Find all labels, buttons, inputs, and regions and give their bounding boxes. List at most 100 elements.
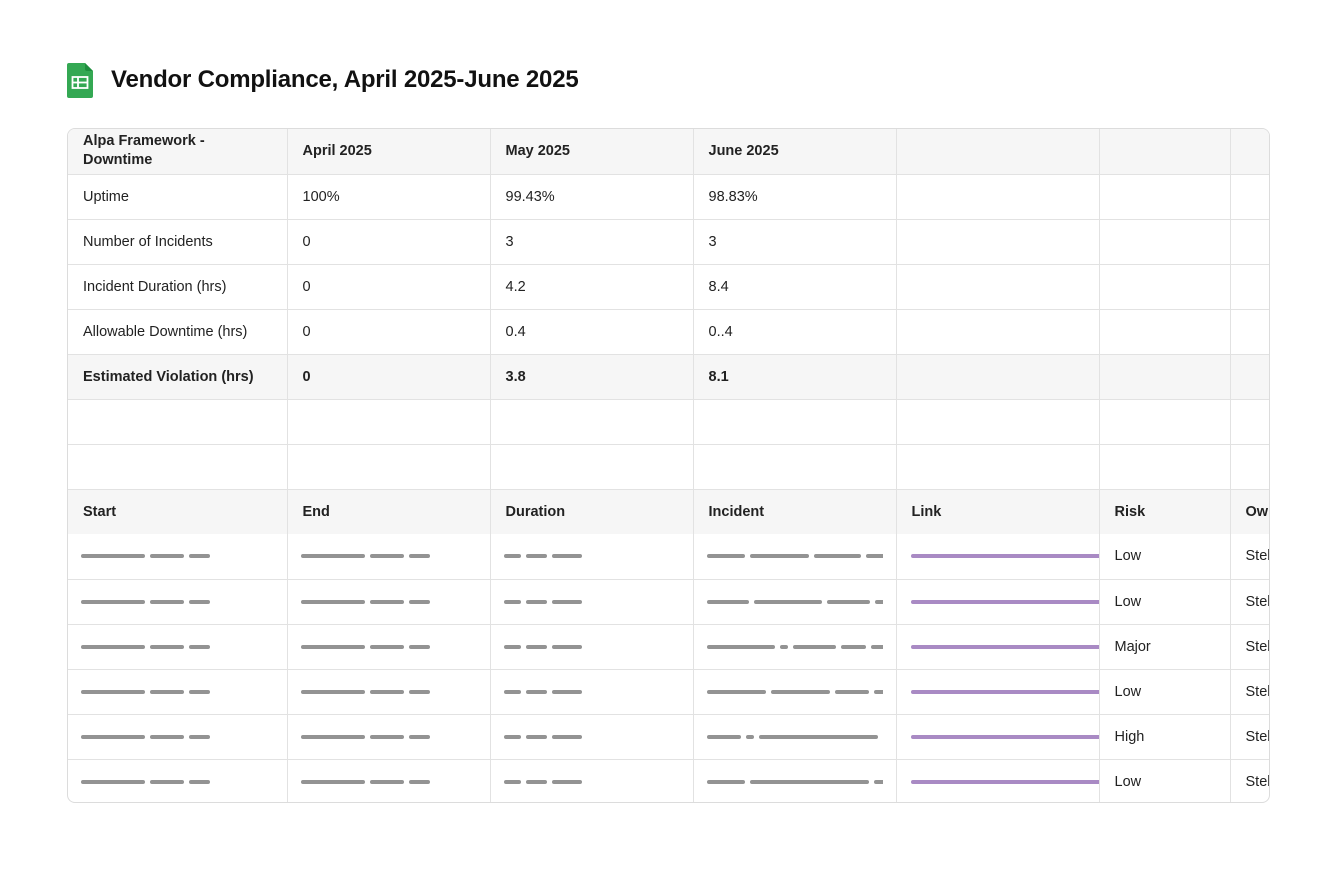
risk-cell[interactable]: High: [1099, 714, 1231, 760]
start-cell[interactable]: [68, 534, 288, 580]
end-cell[interactable]: [287, 624, 491, 670]
empty-cell[interactable]: [1099, 444, 1231, 490]
duration-cell[interactable]: [490, 624, 694, 670]
row-label[interactable]: Incident Duration (hrs): [68, 264, 288, 310]
empty-cell[interactable]: [896, 399, 1100, 445]
duration-cell[interactable]: [490, 759, 694, 802]
incident-cell[interactable]: [693, 669, 897, 715]
start-cell[interactable]: [68, 624, 288, 670]
empty-cell[interactable]: [490, 444, 694, 490]
empty-cell[interactable]: [1230, 129, 1269, 175]
empty-cell[interactable]: [896, 129, 1100, 175]
row-label[interactable]: Uptime: [68, 174, 288, 220]
empty-cell[interactable]: [287, 399, 491, 445]
link-cell[interactable]: [896, 579, 1100, 625]
redacted-link[interactable]: [910, 599, 1098, 604]
empty-cell[interactable]: [896, 174, 1100, 220]
empty-cell[interactable]: [1230, 309, 1269, 355]
start-cell[interactable]: [68, 714, 288, 760]
redacted-link[interactable]: [910, 779, 1098, 784]
duration-cell[interactable]: [490, 534, 694, 580]
header-cell[interactable]: Start: [68, 489, 288, 534]
row-label[interactable]: Estimated Violation (hrs): [68, 354, 288, 400]
duration-cell[interactable]: [490, 714, 694, 760]
end-cell[interactable]: [287, 534, 491, 580]
header-cell[interactable]: May 2025: [490, 129, 694, 175]
empty-cell[interactable]: [896, 219, 1100, 265]
empty-cell[interactable]: [1099, 309, 1231, 355]
cell[interactable]: 98.83%: [693, 174, 897, 220]
link-cell[interactable]: [896, 534, 1100, 580]
empty-cell[interactable]: [68, 399, 288, 445]
empty-cell[interactable]: [896, 264, 1100, 310]
cell[interactable]: 0..4: [693, 309, 897, 355]
empty-cell[interactable]: [896, 444, 1100, 490]
empty-cell[interactable]: [1099, 174, 1231, 220]
link-cell[interactable]: [896, 759, 1100, 802]
redacted-link[interactable]: [910, 644, 1098, 649]
cell[interactable]: 4.2: [490, 264, 694, 310]
empty-cell[interactable]: [693, 444, 897, 490]
link-cell[interactable]: [896, 714, 1100, 760]
empty-cell[interactable]: [1230, 354, 1269, 400]
empty-cell[interactable]: [490, 399, 694, 445]
incident-cell[interactable]: [693, 534, 897, 580]
cell[interactable]: 0: [287, 219, 491, 265]
empty-cell[interactable]: [1230, 444, 1269, 490]
header-cell[interactable]: End: [287, 489, 491, 534]
cell[interactable]: 3: [693, 219, 897, 265]
incident-cell[interactable]: [693, 579, 897, 625]
incident-cell[interactable]: [693, 759, 897, 802]
header-cell[interactable]: April 2025: [287, 129, 491, 175]
redacted-link[interactable]: [910, 554, 1098, 559]
header-cell[interactable]: Duration: [490, 489, 694, 534]
redacted-link[interactable]: [910, 689, 1098, 694]
duration-cell[interactable]: [490, 669, 694, 715]
start-cell[interactable]: [68, 669, 288, 715]
empty-cell[interactable]: [287, 444, 491, 490]
row-label[interactable]: Allowable Downtime (hrs): [68, 309, 288, 355]
risk-cell[interactable]: Low: [1099, 534, 1231, 580]
cell[interactable]: 99.43%: [490, 174, 694, 220]
end-cell[interactable]: [287, 669, 491, 715]
header-cell[interactable]: Risk: [1099, 489, 1231, 534]
end-cell[interactable]: [287, 714, 491, 760]
cell[interactable]: 0: [287, 354, 491, 400]
empty-cell[interactable]: [1230, 219, 1269, 265]
duration-cell[interactable]: [490, 579, 694, 625]
cell[interactable]: 0: [287, 309, 491, 355]
incident-cell[interactable]: [693, 714, 897, 760]
owner-cell[interactable]: Stel: [1230, 759, 1269, 802]
start-cell[interactable]: [68, 579, 288, 625]
header-cell[interactable]: Alpa Framework - Downtime: [68, 129, 288, 175]
owner-cell[interactable]: Stel: [1230, 669, 1269, 715]
empty-cell[interactable]: [896, 354, 1100, 400]
risk-cell[interactable]: Low: [1099, 759, 1231, 802]
cell[interactable]: 0: [287, 264, 491, 310]
empty-cell[interactable]: [1099, 264, 1231, 310]
owner-cell[interactable]: Stel: [1230, 624, 1269, 670]
owner-cell[interactable]: Stel: [1230, 714, 1269, 760]
risk-cell[interactable]: Low: [1099, 579, 1231, 625]
header-cell[interactable]: Ow: [1230, 489, 1269, 534]
empty-cell[interactable]: [896, 309, 1100, 355]
empty-cell[interactable]: [1099, 399, 1231, 445]
start-cell[interactable]: [68, 759, 288, 802]
end-cell[interactable]: [287, 579, 491, 625]
header-cell[interactable]: Link: [896, 489, 1100, 534]
cell[interactable]: 3: [490, 219, 694, 265]
empty-cell[interactable]: [1099, 219, 1231, 265]
empty-cell[interactable]: [693, 399, 897, 445]
link-cell[interactable]: [896, 624, 1100, 670]
cell[interactable]: 100%: [287, 174, 491, 220]
header-cell[interactable]: Incident: [693, 489, 897, 534]
empty-cell[interactable]: [68, 444, 288, 490]
risk-cell[interactable]: Major: [1099, 624, 1231, 670]
empty-cell[interactable]: [1230, 399, 1269, 445]
link-cell[interactable]: [896, 669, 1100, 715]
header-cell[interactable]: June 2025: [693, 129, 897, 175]
end-cell[interactable]: [287, 759, 491, 802]
owner-cell[interactable]: Stel: [1230, 534, 1269, 580]
empty-cell[interactable]: [1230, 264, 1269, 310]
cell[interactable]: 8.4: [693, 264, 897, 310]
